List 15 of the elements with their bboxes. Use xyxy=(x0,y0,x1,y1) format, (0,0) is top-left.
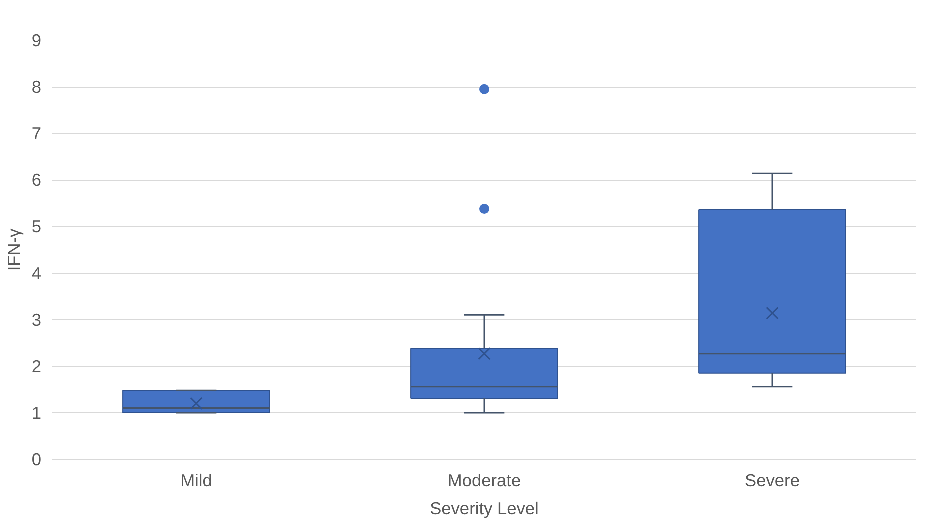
y-tick-label: 9 xyxy=(32,30,42,50)
y-tick-label: 5 xyxy=(32,216,42,237)
x-tick-label: Severe xyxy=(745,470,800,490)
y-tick-label: 8 xyxy=(32,77,42,98)
y-tick-label: 4 xyxy=(32,263,42,284)
y-tick-label: 0 xyxy=(32,450,42,470)
y-axis-title: IFN-γ xyxy=(4,228,24,272)
x-tick-label: Mild xyxy=(180,470,212,490)
y-tick-label: 6 xyxy=(32,170,42,190)
y-tick-label: 2 xyxy=(32,356,42,376)
x-tick-label: Moderate xyxy=(448,470,522,490)
y-tick-label: 7 xyxy=(32,124,42,144)
y-tick-label: 3 xyxy=(32,310,42,330)
x-axis-title: Severity Level xyxy=(430,498,539,518)
y-tick-label: 1 xyxy=(32,402,42,423)
